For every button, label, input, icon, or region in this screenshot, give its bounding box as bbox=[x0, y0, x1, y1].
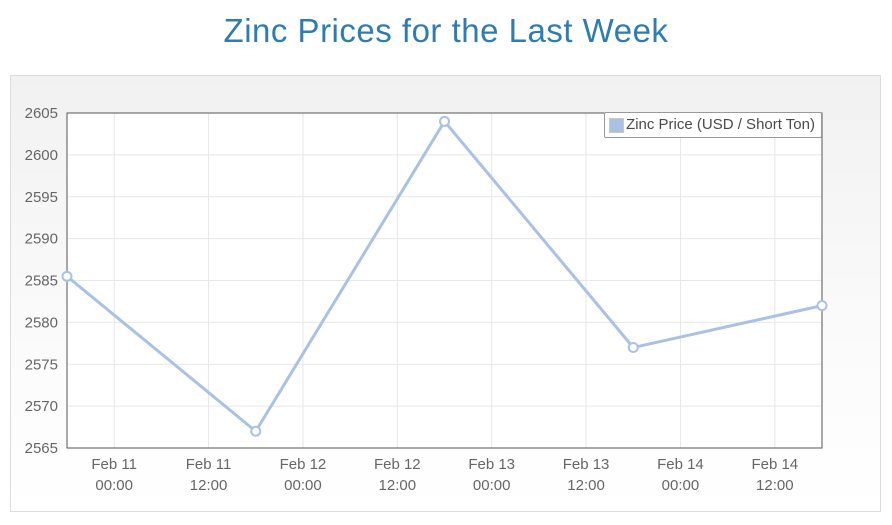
y-tick-label: 2600 bbox=[25, 147, 58, 164]
legend-swatch-icon bbox=[609, 117, 625, 133]
x-tick-label: Feb 14 12:00 bbox=[751, 456, 798, 494]
x-tick-label: Feb 13 12:00 bbox=[563, 456, 610, 494]
data-point-marker[interactable] bbox=[61, 270, 73, 282]
x-tick-label: Feb 13 00:00 bbox=[468, 456, 515, 494]
legend-label: Zinc Price (USD / Short Ton) bbox=[626, 116, 815, 133]
y-tick-label: 2585 bbox=[25, 273, 58, 290]
data-point-marker[interactable] bbox=[627, 342, 639, 353]
y-tick-label: 2580 bbox=[25, 314, 58, 331]
y-tick-label: 2595 bbox=[25, 189, 58, 206]
x-tick-label: Feb 14 00:00 bbox=[657, 456, 704, 494]
y-tick-label: 2605 bbox=[25, 105, 58, 122]
y-tick-label: 2565 bbox=[25, 440, 58, 457]
x-tick-label: Feb 12 00:00 bbox=[280, 456, 327, 494]
x-tick-label: Feb 11 00:00 bbox=[91, 456, 137, 494]
chart-title: Zinc Prices for the Last Week bbox=[223, 12, 669, 49]
x-tick-label: Feb 11 12:00 bbox=[186, 456, 232, 494]
chart-canvas: 2565 2570 2575 2580 2585 2590 2595 2600 2605 Feb … bbox=[25, 105, 828, 494]
data-point-marker[interactable] bbox=[816, 300, 828, 312]
data-point-marker[interactable] bbox=[250, 425, 262, 437]
x-tick-label: Feb 12 12:00 bbox=[374, 456, 421, 494]
legend[interactable]: Zinc Price (USD / Short Ton) bbox=[604, 112, 822, 138]
y-tick-label: 2590 bbox=[25, 231, 58, 248]
y-tick-label: 2575 bbox=[25, 356, 58, 373]
y-tick-label: 2570 bbox=[25, 398, 58, 415]
data-point-marker[interactable] bbox=[439, 115, 450, 127]
chart-container: 2565 2570 2575 2580 2585 2590 2595 2600 2605 Feb … bbox=[10, 75, 881, 512]
